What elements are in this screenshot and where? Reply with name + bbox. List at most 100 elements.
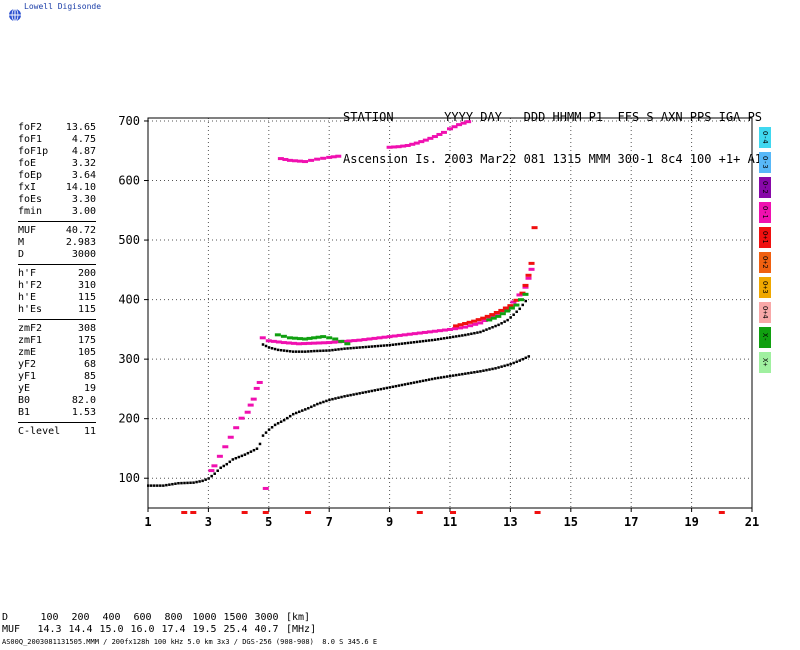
echo-point: [291, 336, 298, 340]
trace-point: [515, 360, 518, 364]
echo-point: [253, 386, 260, 390]
trace-point: [391, 343, 395, 346]
echo-point: [356, 338, 363, 342]
trace-point: [358, 392, 361, 395]
trace-point: [476, 331, 479, 334]
echo-point: [332, 337, 339, 341]
echo-point: [286, 336, 293, 340]
trace-point: [355, 346, 358, 349]
series-red_f: [453, 226, 538, 328]
echo-point: [391, 334, 398, 338]
echo-point: [522, 283, 529, 287]
echo-point: [427, 136, 434, 140]
param-row: yF1 85: [18, 371, 96, 383]
echo-point: [265, 339, 272, 343]
trace-point: [304, 408, 307, 411]
trace-point: [156, 484, 159, 487]
plot-frame: [147, 117, 753, 509]
param-group: zmF2 308 zmF1 175 zmE 105 yF2 68 yF1 85 yE 19 B0 82.0…: [18, 323, 96, 423]
param-name: foEp: [18, 170, 43, 181]
trace-point: [301, 409, 304, 412]
x-tick-label: 17: [624, 515, 638, 529]
param-row: h'F 200: [18, 268, 96, 280]
echo-point: [528, 261, 535, 265]
trace-point: [403, 383, 407, 386]
param-group: foF2 13.65 foF1 4.75 foF1p 4.87 foE 3.32 foEp 3.6…: [18, 122, 96, 222]
muf-label: MUF: [2, 624, 21, 635]
trace-point: [421, 379, 425, 383]
param-value: 115: [77, 304, 96, 315]
echo-point: [285, 341, 292, 345]
table-cell: 1500: [223, 612, 248, 623]
trace-point: [455, 335, 458, 338]
param-name: h'F2: [18, 280, 43, 291]
echo-point: [395, 145, 402, 149]
trace-point: [298, 410, 301, 414]
table-cell: 19.5: [192, 624, 217, 635]
echo-point: [486, 318, 493, 322]
echo-point: [270, 339, 277, 343]
trace-point: [159, 484, 162, 487]
echo-point: [344, 342, 351, 346]
echo-point: [426, 330, 433, 334]
table-cell: 14.3: [37, 624, 62, 635]
trace-point: [334, 397, 337, 400]
table-cell: 100: [40, 612, 59, 623]
trace-point: [204, 478, 207, 481]
x-tick-label: 13: [503, 515, 517, 529]
trace-point: [388, 386, 392, 389]
trace-point: [346, 347, 349, 350]
trace-point: [358, 346, 361, 349]
echo-point: [516, 293, 523, 297]
echo-point: [346, 339, 353, 343]
echo-point: [326, 341, 333, 345]
trace-point: [415, 380, 419, 384]
trace-point: [476, 370, 479, 374]
echo-point: [471, 319, 478, 323]
echo-point: [311, 336, 318, 340]
echo-point: [386, 145, 393, 149]
echo-point: [290, 341, 297, 345]
param-value: 3000: [71, 249, 96, 260]
echo-point: [301, 342, 308, 346]
echo-point: [436, 329, 443, 333]
param-group: h'F 200 h'F2 310 h'E 115 h'Es 115: [18, 268, 96, 320]
echo-point: [519, 291, 526, 295]
trace-point: [436, 376, 440, 380]
trace-point: [337, 396, 340, 399]
trace-point: [518, 307, 521, 311]
frequency-axis-marks: [181, 511, 725, 514]
y-tick-label: 600: [118, 174, 140, 188]
echo-point: [386, 335, 393, 339]
trace-point: [433, 377, 437, 380]
echo-point: [465, 120, 472, 124]
param-value: 115: [77, 292, 96, 303]
trace-point: [412, 340, 416, 344]
echo-point: [513, 303, 520, 307]
series-pink_f: [259, 267, 535, 346]
axis-mark: [305, 511, 312, 514]
globe-icon: [9, 8, 21, 22]
echo-point: [440, 130, 447, 134]
legend-label: O-3: [761, 156, 769, 169]
param-value: 175: [77, 335, 96, 346]
trace-point: [373, 345, 376, 348]
trace-point: [442, 337, 446, 340]
param-row: foEp 3.64: [18, 170, 96, 182]
echo-point: [306, 341, 313, 345]
trace-point: [400, 383, 404, 387]
echo-point: [517, 298, 524, 302]
echo-point: [275, 340, 282, 344]
x-tick-labels: 1 3 5 7 9 11 13 15 17 19 21: [144, 508, 759, 529]
trace-point: [216, 469, 219, 472]
y-tick-label: 700: [118, 114, 140, 128]
param-name: B0: [18, 395, 31, 406]
param-value: 11: [83, 426, 96, 437]
param-name: foF2: [18, 122, 43, 133]
echo-point: [499, 312, 506, 316]
trace-point: [301, 350, 304, 353]
trace-point: [279, 348, 283, 352]
echo-point: [391, 145, 398, 149]
trace-point: [470, 332, 473, 336]
logo-text: Lowell Digisonde: [24, 2, 102, 11]
